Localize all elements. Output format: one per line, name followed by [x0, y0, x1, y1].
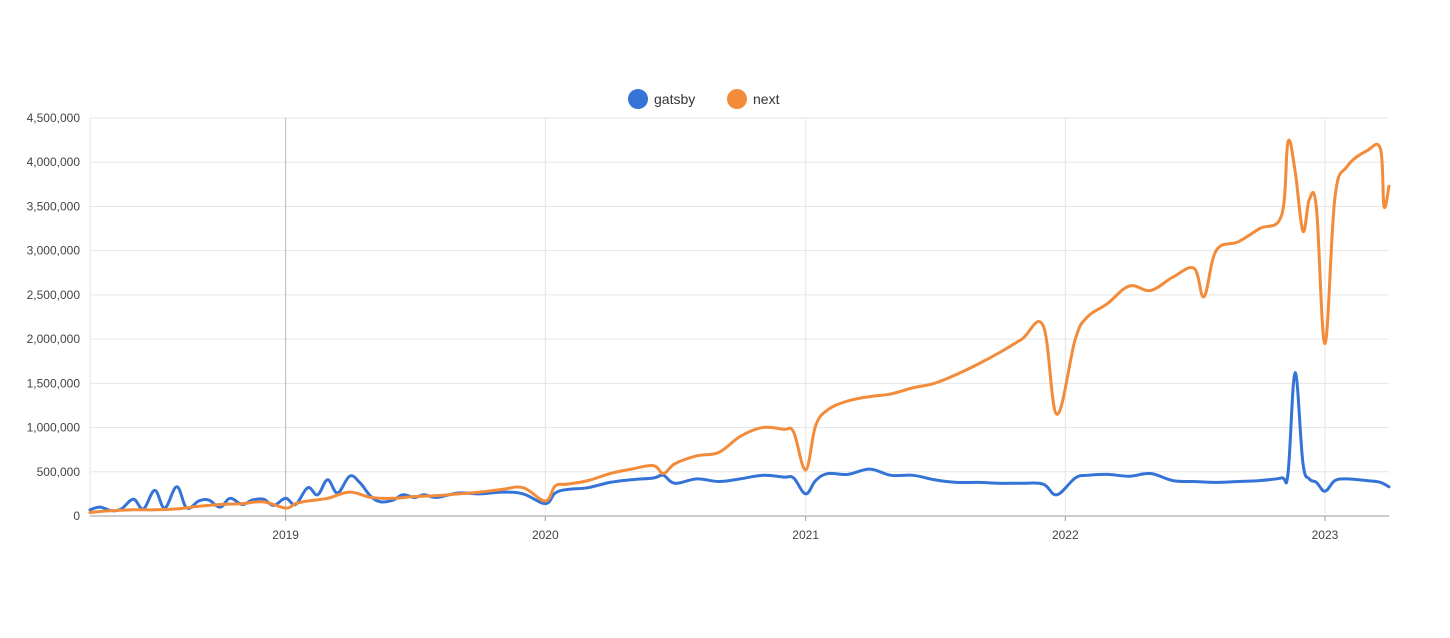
y-tick-label: 1,000,000	[27, 421, 81, 435]
y-tick-label: 0	[73, 509, 80, 523]
y-tick-label: 4,500,000	[27, 111, 81, 125]
y-tick-label: 500,000	[37, 465, 81, 479]
axis-layer: 0 500,000 1,000,000 1,500,000 2,000,000 2,500…	[27, 111, 1339, 542]
series-layer	[88, 138, 1391, 514]
x-tick-label: 2021	[792, 528, 819, 542]
y-tick-label: 2,500,000	[27, 288, 81, 302]
x-tick-label: 2023	[1312, 528, 1339, 542]
y-tick-label: 3,500,000	[27, 199, 81, 213]
legend-label-next: next	[753, 91, 780, 107]
x-tick-label: 2022	[1052, 528, 1079, 542]
y-tick-label: 3,000,000	[27, 244, 81, 258]
series-line-next[interactable]	[88, 138, 1391, 514]
y-tick-label: 2,000,000	[27, 332, 81, 346]
legend-item-gatsby[interactable]: gatsby	[628, 89, 695, 109]
legend-swatch-gatsby	[628, 89, 648, 109]
legend-label-gatsby: gatsby	[654, 91, 695, 107]
legend-item-next[interactable]: next	[727, 89, 780, 109]
y-tick-label: 4,000,000	[27, 155, 81, 169]
legend-swatch-next	[727, 89, 747, 109]
x-tick-label: 2019	[272, 528, 299, 542]
legend[interactable]: gatsby next	[628, 89, 780, 109]
grid-layer	[89, 117, 1389, 517]
x-tick-label: 2020	[532, 528, 559, 542]
series-line-gatsby[interactable]	[88, 371, 1391, 513]
y-tick-label: 1,500,000	[27, 376, 81, 390]
